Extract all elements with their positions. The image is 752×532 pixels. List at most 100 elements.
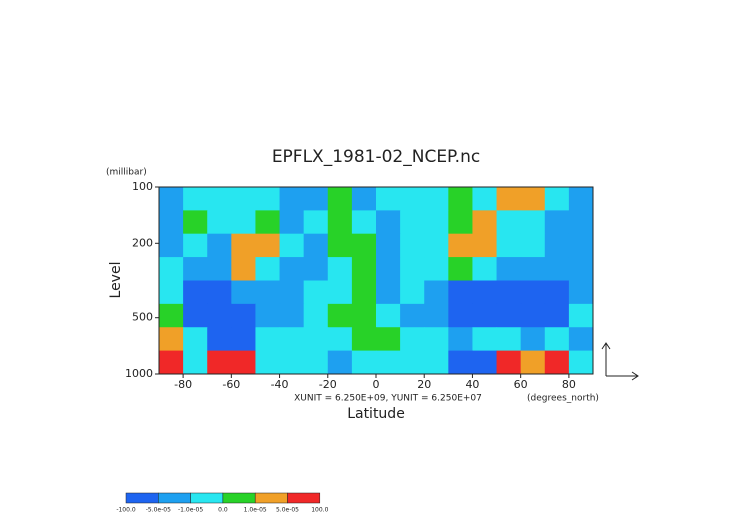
contour-cell	[279, 210, 305, 235]
contour-cell	[159, 280, 184, 305]
contour-cell	[424, 210, 449, 235]
contour-cell	[351, 257, 377, 282]
contour-cell	[279, 280, 305, 305]
contour-cell	[472, 257, 498, 282]
contour-cell	[424, 187, 449, 211]
contour-cell	[255, 210, 281, 235]
contour-cell	[520, 210, 546, 235]
contour-cell	[207, 280, 232, 305]
x-tick-label: -40	[271, 378, 289, 391]
contour-cell	[520, 233, 546, 258]
contour-cell	[400, 187, 425, 211]
contour-cell	[520, 350, 546, 375]
contour-cell	[448, 350, 473, 375]
contour-cell	[159, 303, 184, 328]
contour-cell	[327, 257, 353, 282]
contour-cell	[159, 327, 184, 352]
x-unit-label: (degrees_north)	[527, 394, 599, 404]
contour-cell	[279, 257, 305, 282]
contour-cell	[568, 350, 594, 375]
contour-cell	[255, 257, 281, 282]
contour-cell	[231, 303, 256, 328]
contour-cell	[568, 280, 594, 305]
contour-cell	[231, 233, 256, 258]
contour-cell	[159, 187, 184, 211]
contour-cell	[231, 327, 256, 352]
contour-cell	[183, 257, 208, 282]
contour-cell	[255, 327, 281, 352]
contour-cell	[279, 350, 305, 375]
chart-title: EPFLX_1981-02_NCEP.nc	[272, 147, 480, 167]
contour-cell	[327, 327, 353, 352]
contour-cell	[544, 210, 570, 235]
x-tick-label: 20	[417, 378, 431, 391]
contour-cell	[376, 327, 401, 352]
contour-cell	[544, 233, 570, 258]
contour-cell	[279, 327, 305, 352]
contour-cell	[424, 350, 449, 375]
colorbar-label: 100.0	[311, 507, 328, 514]
contour-cell	[207, 303, 232, 328]
contour-cell	[472, 350, 498, 375]
contour-cell	[303, 280, 329, 305]
contour-cell	[400, 257, 425, 282]
x-tick-label: -80	[174, 378, 192, 391]
contour-cell	[568, 233, 594, 258]
contour-cell	[448, 257, 473, 282]
colorbar-label: -100.0	[116, 507, 136, 514]
contour-cell	[496, 303, 522, 328]
contour-cell	[568, 187, 594, 211]
contour-cell	[496, 327, 522, 352]
contour-cell	[303, 257, 329, 282]
contour-cell	[448, 233, 473, 258]
contour-cell	[568, 210, 594, 235]
contour-cell	[400, 303, 425, 328]
colorbar-box	[254, 492, 288, 504]
contour-cell	[183, 327, 208, 352]
contour-cell	[544, 257, 570, 282]
contour-cell	[544, 187, 570, 211]
contour-cell	[448, 303, 473, 328]
contour-cell	[544, 350, 570, 375]
contour-cell	[279, 303, 305, 328]
contour-cell	[544, 327, 570, 352]
contour-cell	[351, 187, 377, 211]
annotation: XUNIT = 6.250E+09, YUNIT = 6.250E+07	[294, 394, 482, 404]
contour-cell	[255, 187, 281, 211]
contour-cell	[351, 327, 377, 352]
contour-cell	[279, 233, 305, 258]
contour-cell	[472, 233, 498, 258]
contour-cell	[183, 233, 208, 258]
y-tick-label: 1000	[125, 367, 153, 380]
contour-cell	[255, 280, 281, 305]
contour-cell	[520, 187, 546, 211]
contour-cell	[255, 350, 281, 375]
contour-cell	[520, 257, 546, 282]
colorbar-label: -5.0e-05	[146, 507, 171, 514]
contour-cell	[472, 210, 498, 235]
contour-cell	[231, 280, 256, 305]
contour-cell	[159, 350, 184, 375]
contour-cell	[448, 327, 473, 352]
contour-cell	[424, 327, 449, 352]
contour-cell	[544, 303, 570, 328]
contour-cell	[496, 257, 522, 282]
contour-cell	[327, 280, 353, 305]
contour-cell	[351, 233, 377, 258]
contour-cell	[568, 257, 594, 282]
colorbar-box	[125, 492, 159, 504]
contour-cell	[472, 187, 498, 211]
contour-cell	[303, 187, 329, 211]
contour-cell	[424, 303, 449, 328]
contour-cell	[568, 327, 594, 352]
contour-cell	[303, 327, 329, 352]
contour-cell	[424, 280, 449, 305]
colorbar-label: 1.0e-05	[244, 507, 267, 514]
contour-cell	[303, 233, 329, 258]
contour-cell	[183, 187, 208, 211]
contour-cell	[376, 303, 401, 328]
colorbar-box	[158, 492, 191, 504]
contour-cell	[400, 210, 425, 235]
contour-cell	[327, 187, 353, 211]
